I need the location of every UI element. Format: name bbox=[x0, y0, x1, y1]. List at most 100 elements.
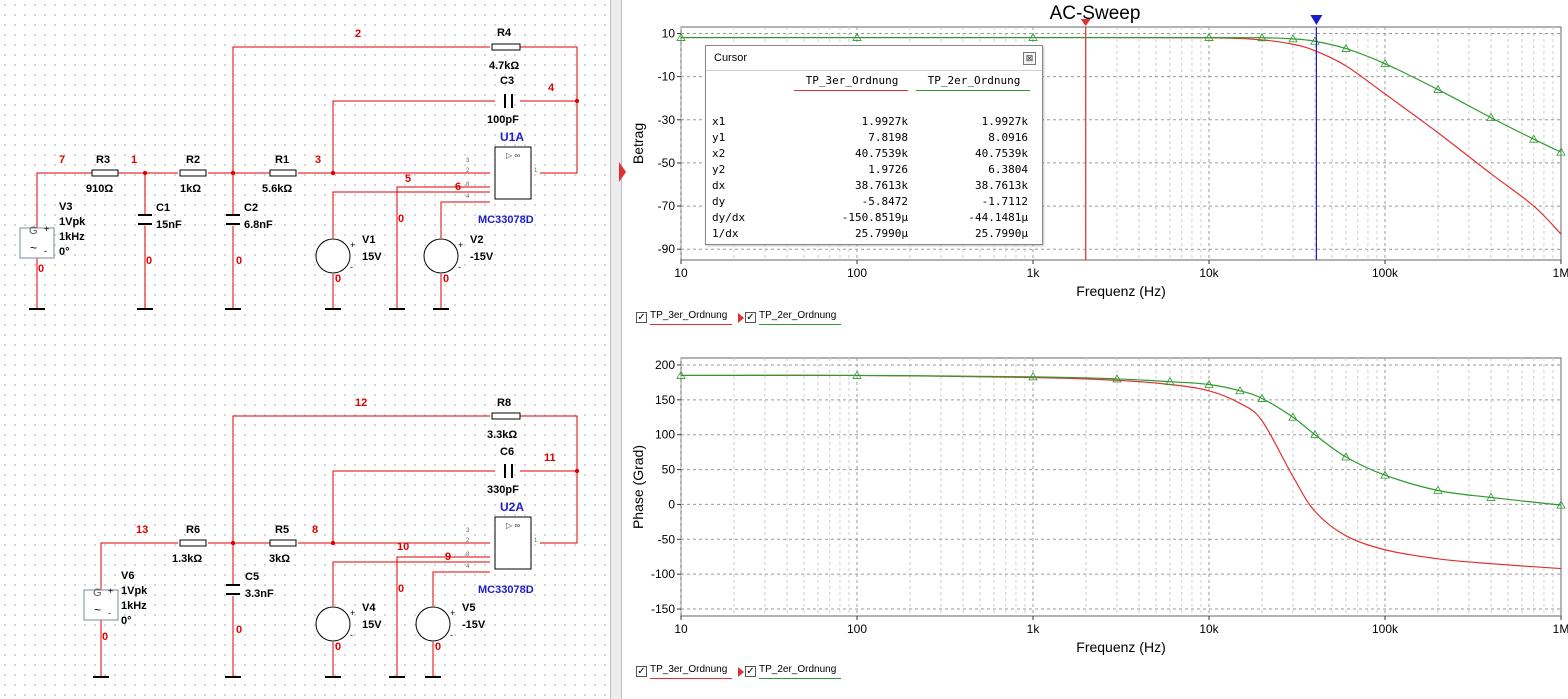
svg-text:-: - bbox=[458, 262, 461, 272]
legend-checkbox-3[interactable]: ✓ bbox=[636, 666, 647, 677]
v1-value: 15V bbox=[362, 251, 382, 263]
v6-amp: 1Vpk bbox=[121, 585, 148, 597]
svg-text:-: - bbox=[44, 246, 47, 256]
net-label: 6 bbox=[455, 181, 461, 193]
c2-value: 6.8nF bbox=[244, 219, 273, 231]
cursor-row-label: dy/dx bbox=[712, 211, 746, 224]
cursor-row: y1 7.8198 8.0916 bbox=[712, 130, 1034, 146]
svg-text:3: 3 bbox=[466, 158, 470, 164]
c1-value: 15nF bbox=[156, 219, 182, 231]
cursor-value-2: 25.7990µ bbox=[975, 227, 1028, 240]
splitter-handle[interactable] bbox=[610, 0, 622, 699]
resistor-r5 bbox=[269, 539, 297, 547]
v1-name: V1 bbox=[362, 234, 375, 246]
legend-bottom: ✓ TP_3er_Ordnung ✓ TP_2er_Ordnung bbox=[636, 664, 847, 679]
svg-text:3: 3 bbox=[466, 528, 470, 534]
bottom-wires bbox=[100, 415, 578, 676]
net-label: 5 bbox=[405, 173, 411, 185]
cursor-value-2: 1.9927k bbox=[981, 115, 1028, 128]
source-v6-box bbox=[83, 589, 119, 621]
legend-checkbox-1[interactable]: ✓ bbox=[636, 312, 647, 323]
c6-name: C6 bbox=[500, 446, 514, 458]
battery-v5 bbox=[415, 606, 451, 642]
legend-label-3: TP_3er_Ordnung bbox=[650, 664, 728, 675]
net-label: 0 bbox=[236, 624, 242, 636]
svg-text:▷ ∞: ▷ ∞ bbox=[506, 521, 520, 530]
legend-label-4: TP_2er_Ordnung bbox=[759, 664, 837, 675]
schematic-drawing: G + ~ - +- +- ▷ ∞ 32 84 1 7 1 2 3 4 5 6 0 … bbox=[19, 27, 580, 678]
r2-name: R2 bbox=[186, 154, 200, 166]
cursor-row-label: dy bbox=[712, 195, 726, 208]
opamp-u2a-name: U2A bbox=[500, 500, 524, 514]
cursor-value-2: -44.1481µ bbox=[968, 211, 1028, 224]
svg-text:1: 1 bbox=[534, 538, 538, 544]
net-label: 0 bbox=[435, 641, 441, 653]
legend-swatch-4 bbox=[759, 678, 841, 679]
top-components bbox=[19, 43, 532, 274]
top-junctions bbox=[142, 98, 580, 176]
r5-name: R5 bbox=[275, 524, 289, 536]
net-label: 0 bbox=[398, 213, 404, 225]
legend-label-1: TP_3er_Ordnung bbox=[650, 310, 728, 321]
net-label: 7 bbox=[59, 154, 65, 166]
net-label: 9 bbox=[445, 551, 451, 563]
cursor-table: x1 1.9927k 1.9927k y1 7.8198 8.0916 x2 40.7539k… bbox=[712, 114, 1034, 242]
r5-value: 3kΩ bbox=[269, 553, 290, 565]
c5-value: 3.3nF bbox=[245, 588, 274, 600]
svg-text:+: + bbox=[450, 608, 455, 618]
net-label: 4 bbox=[548, 82, 555, 94]
net-label: 11 bbox=[544, 452, 556, 464]
svg-text:4: 4 bbox=[466, 564, 470, 570]
legend-checkbox-2[interactable]: ✓ bbox=[745, 312, 756, 323]
r1-value: 5.6kΩ bbox=[262, 183, 292, 195]
cursor-row: dy/dx -150.8519µ -44.1481µ bbox=[712, 210, 1034, 226]
r4-value: 4.7kΩ bbox=[489, 60, 519, 72]
resistor-r8 bbox=[491, 412, 521, 420]
r4-name: R4 bbox=[497, 27, 512, 39]
resistor-r4 bbox=[491, 43, 521, 51]
c5-name: C5 bbox=[245, 571, 259, 583]
net-label: 2 bbox=[355, 28, 361, 40]
net-label: 0 bbox=[335, 273, 341, 285]
cursor-col-underline-2 bbox=[916, 90, 1030, 91]
svg-text:+: + bbox=[108, 586, 113, 596]
net-label: 3 bbox=[315, 154, 321, 166]
cursor-value-2: 8.0916 bbox=[988, 131, 1028, 144]
c1-name: C1 bbox=[156, 202, 170, 214]
battery-v4 bbox=[315, 606, 351, 642]
cursor-value-1: -150.8519µ bbox=[841, 211, 908, 224]
cursor-window[interactable]: Cursor ⊠ TP_3er_Ordnung TP_2er_Ordnung x… bbox=[705, 45, 1043, 245]
legend-checkbox-4[interactable]: ✓ bbox=[745, 666, 756, 677]
cursor-col-underline-1 bbox=[794, 90, 908, 91]
c3-value: 100pF bbox=[487, 114, 519, 126]
svg-text:G: G bbox=[93, 587, 102, 599]
svg-text:-: - bbox=[450, 630, 453, 640]
cursor-window-title: Cursor bbox=[706, 46, 1042, 71]
cursor-row: dx 38.7613k 38.7613k bbox=[712, 178, 1034, 194]
v2-name: V2 bbox=[470, 234, 483, 246]
legend-label-2: TP_2er_Ordnung bbox=[759, 310, 837, 321]
cursor-col-header-1: TP_3er_Ordnung bbox=[805, 74, 899, 87]
cursor-value-1: 25.7990µ bbox=[855, 227, 908, 240]
cursor-value-1: 38.7613k bbox=[855, 179, 908, 192]
net-label: 0 bbox=[102, 631, 108, 643]
cursor-value-2: -1.7112 bbox=[981, 195, 1028, 208]
net-label: 13 bbox=[136, 524, 148, 536]
r3-name: R3 bbox=[96, 154, 110, 166]
cursor-row-label: y1 bbox=[712, 131, 726, 144]
bottom-components bbox=[83, 412, 532, 642]
v3-freq: 1kHz bbox=[59, 231, 85, 243]
r1-name: R1 bbox=[275, 154, 289, 166]
svg-text:+: + bbox=[350, 240, 355, 250]
resistor-r3 bbox=[91, 169, 119, 177]
battery-v2 bbox=[423, 238, 459, 274]
close-icon[interactable]: ⊠ bbox=[1023, 52, 1036, 65]
cursor-row: x2 40.7539k 40.7539k bbox=[712, 146, 1034, 162]
svg-text:~: ~ bbox=[94, 603, 101, 617]
svg-text:G: G bbox=[29, 225, 38, 237]
v3-phase: 0° bbox=[59, 246, 70, 258]
cursor-value-1: -5.8472 bbox=[861, 195, 908, 208]
net-label: 0 bbox=[38, 263, 44, 275]
cursor-value-1: 7.8198 bbox=[868, 131, 908, 144]
